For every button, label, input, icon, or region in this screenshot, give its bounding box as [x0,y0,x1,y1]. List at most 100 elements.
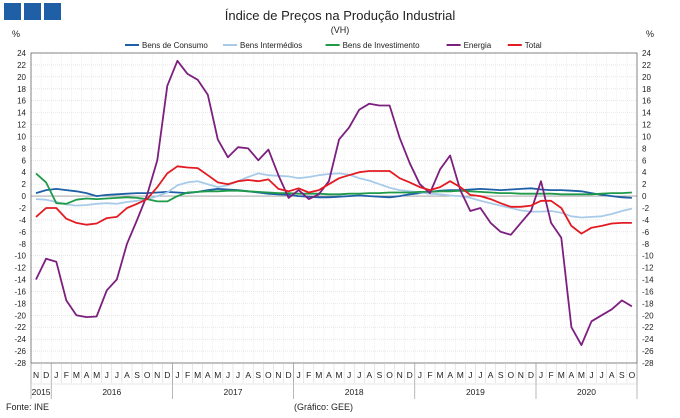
y-tick-label-right: -18 [642,299,654,308]
y-tick-label-right: 16 [642,97,651,106]
month-label: A [569,370,575,380]
y-axis-unit-left: % [12,29,20,39]
y-tick-label: -10 [14,252,26,261]
y-tick-label-right: 24 [642,49,651,58]
chart: Índice de Preços na Produção Industrial (… [12,8,654,399]
month-label: J [589,370,593,380]
y-tick-label: 2 [22,180,27,189]
year-label: 2020 [577,387,596,397]
y-tick-label-right: 20 [642,73,651,82]
y-tick-label: -2 [19,204,27,213]
month-label: A [488,370,494,380]
y-tick-label: 8 [22,144,27,153]
year-label: 2017 [224,387,243,397]
source-note: Fonte: INE [6,402,50,412]
y-tick-label-right: -24 [642,335,654,344]
y-tick-label: -18 [14,299,26,308]
month-label: A [326,370,332,380]
credit-note: (Gráfico: GEE) [294,402,354,412]
logo-square [24,3,41,20]
month-label: D [285,370,291,380]
month-label: F [185,370,190,380]
legend-label: Bens de Consumo [142,41,208,50]
series-line [35,165,632,235]
month-label: S [134,370,140,380]
y-tick-label-right: 10 [642,132,651,141]
y-tick-label-right: -20 [642,311,654,320]
month-label: J [418,370,422,380]
year-label: 2015 [32,387,51,397]
month-label: A [124,370,130,380]
y-tick-label: -24 [14,335,26,344]
month-label: M [437,370,444,380]
month-label: D [407,370,413,380]
y-tick-label-right: 8 [642,144,647,153]
chart-subtitle: (VH) [331,25,350,35]
y-tick-label-right: 2 [642,180,647,189]
y-tick-label-right: -2 [642,204,650,213]
month-label: N [33,370,39,380]
month-label: F [427,370,432,380]
y-tick-label: -14 [14,276,26,285]
y-tick-label-right: -22 [642,323,654,332]
month-label: A [84,370,90,380]
y-tick-label-right: -12 [642,264,654,273]
y-tick-label: 4 [22,168,27,177]
year-label: 2018 [345,387,364,397]
year-label: 2016 [102,387,121,397]
month-label: A [609,370,615,380]
y-tick-label: -16 [14,287,26,296]
month-label: N [397,370,403,380]
y-tick-label: 16 [17,97,26,106]
month-label: D [164,370,170,380]
month-label: F [306,370,311,380]
y-tick-label-right: 6 [642,156,647,165]
month-label: M [214,370,221,380]
month-label: N [275,370,281,380]
y-tick-label-right: -4 [642,216,650,225]
month-label: J [236,370,240,380]
month-label: O [265,370,272,380]
y-tick-label: 24 [17,49,26,58]
y-tick-label-right: 0 [642,192,647,201]
month-label: M [315,370,322,380]
month-label: M [194,370,201,380]
logo [4,3,61,20]
month-label: A [367,370,373,380]
month-label: J [600,370,604,380]
y-tick-label: 20 [17,73,26,82]
y-tick-label: 22 [17,61,26,70]
month-label: J [468,370,472,380]
y-tick-label-right: -14 [642,276,654,285]
month-label: O [386,370,393,380]
y-tick-label-right: -26 [642,347,654,356]
month-label: O [629,370,636,380]
y-tick-label: -28 [14,359,26,368]
series-line [35,172,633,219]
y-tick-label-right: -10 [642,252,654,261]
month-label: J [478,370,482,380]
legend-label: Energia [464,41,492,50]
y-tick-label: 14 [17,109,26,118]
legend-label: Bens Intermédios [240,41,302,50]
year-label: 2019 [466,387,485,397]
month-label: S [498,370,504,380]
month-label: S [255,370,261,380]
y-tick-label: 0 [22,192,27,201]
month-label: M [336,370,343,380]
month-label: S [619,370,625,380]
chart-title: Índice de Preços na Produção Industrial [225,8,456,23]
month-label: J [357,370,361,380]
y-tick-label: -26 [14,347,26,356]
month-label: N [518,370,524,380]
y-tick-label: 10 [17,132,26,141]
y-tick-label-right: 18 [642,85,651,94]
month-label: J [115,370,119,380]
y-tick-label-right: -16 [642,287,654,296]
month-label: M [578,370,585,380]
month-label: J [105,370,109,380]
y-tick-label-right: -8 [642,240,650,249]
month-label: S [377,370,383,380]
y-tick-label-right: -6 [642,228,650,237]
month-label: J [539,370,543,380]
